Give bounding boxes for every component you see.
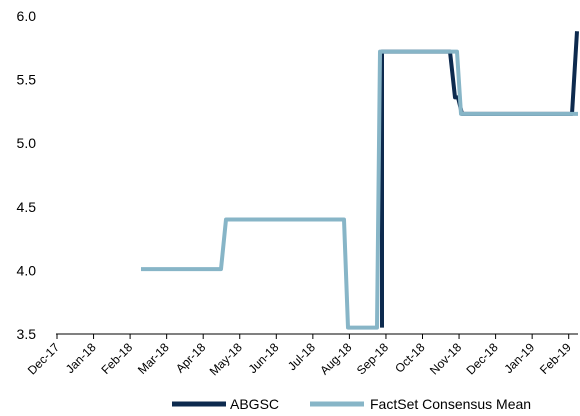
y-tick-label: 4.5 <box>17 199 37 215</box>
x-tick-label: Dec-18 <box>463 340 500 377</box>
y-tick-label: 6.0 <box>17 8 37 24</box>
legend-label-consensus: FactSet Consensus Mean <box>370 396 531 412</box>
x-tick-label: Nov-18 <box>427 340 464 377</box>
axes-layer: 3.5 4.0 4.5 5.0 5.5 6.0 Dec-17 Jan-18 Feb-18 Mar-… <box>17 8 578 378</box>
x-tick-label: Aug-18 <box>317 340 354 377</box>
x-tick-label: Feb-19 <box>537 340 574 377</box>
y-tick-label: 5.5 <box>17 72 37 88</box>
x-tick-label: Mar-18 <box>135 340 172 377</box>
x-tick-label: Sep-18 <box>354 340 391 377</box>
y-tick-label: 3.5 <box>17 326 37 342</box>
x-tick-label: Jan-19 <box>501 340 537 376</box>
x-tick-label: Oct-18 <box>392 340 428 376</box>
x-tick-label: Feb-18 <box>98 340 135 377</box>
series-line-consensus <box>141 49 578 330</box>
x-tick-label: Jan-18 <box>63 340 99 376</box>
legend: ABGSC FactSet Consensus Mean <box>172 396 531 412</box>
series-layer <box>141 31 579 330</box>
x-tick-label: Jul-18 <box>285 340 318 373</box>
legend-label-abgsc: ABGSC <box>230 396 279 412</box>
y-tick-label: 4.0 <box>17 262 37 278</box>
series-line-abgsc <box>380 31 579 328</box>
x-tick-label: Apr-18 <box>173 340 209 376</box>
x-tick-label: Dec-17 <box>25 340 62 377</box>
x-tick-label: May-18 <box>207 340 245 378</box>
x-tick-label: Jun-18 <box>246 340 282 376</box>
y-tick-label: 5.0 <box>17 135 37 151</box>
